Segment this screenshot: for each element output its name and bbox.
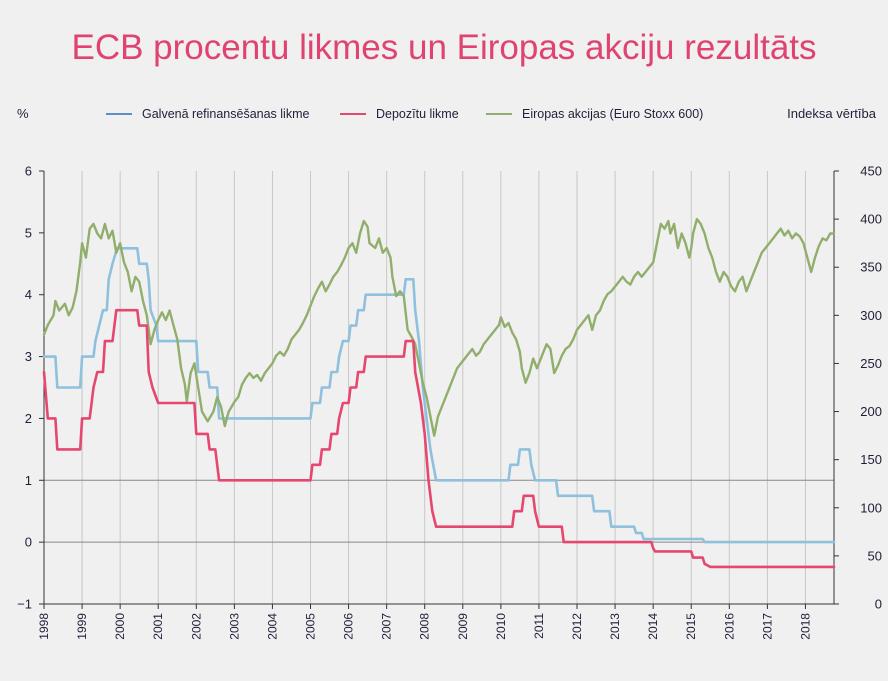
y-right-tick-label: 400 bbox=[860, 212, 882, 227]
x-tick-label: 2008 bbox=[418, 613, 432, 640]
y-right-tick-label: 100 bbox=[860, 500, 882, 515]
y-left-tick-label: 1 bbox=[25, 473, 32, 488]
y-right-tick-label: 350 bbox=[860, 260, 882, 275]
x-tick-label: 1998 bbox=[37, 613, 51, 640]
y-right-tick-label: 0 bbox=[875, 597, 882, 612]
y-left-tick-label: 3 bbox=[25, 349, 32, 364]
x-tick-label: 2005 bbox=[304, 613, 318, 640]
y-right-tick-label: 200 bbox=[860, 404, 882, 419]
x-tick-label: 2009 bbox=[456, 613, 470, 640]
y-left-tick-label: 5 bbox=[25, 225, 32, 240]
y-right-tick-label: 300 bbox=[860, 308, 882, 323]
x-tick-label: 2010 bbox=[494, 613, 508, 640]
x-tick-label: 2006 bbox=[342, 613, 356, 640]
x-tick-label: 2011 bbox=[532, 613, 546, 639]
legend-label-stoxx: Eiropas akcijas (Euro Stoxx 600) bbox=[522, 107, 704, 121]
x-tick-label: 2018 bbox=[798, 613, 812, 640]
refi-rate-line bbox=[42, 247, 836, 544]
legend-item-refi: Galvenā refinansēšanas likme bbox=[106, 106, 309, 122]
y-left-tick-label: 2 bbox=[25, 411, 32, 426]
x-tick-label: 2000 bbox=[113, 613, 127, 640]
x-tick-label: 2015 bbox=[684, 613, 698, 640]
x-tick-label: 2007 bbox=[380, 613, 394, 640]
x-tick-label: 2014 bbox=[646, 613, 660, 640]
x-tick-label: 2016 bbox=[722, 613, 736, 640]
x-tick-label: 2003 bbox=[227, 613, 241, 640]
x-tick-label: 1999 bbox=[75, 613, 89, 640]
x-tick-label: 2013 bbox=[608, 613, 622, 640]
x-tick-label: 2004 bbox=[265, 613, 279, 640]
right-axis-unit: Indeksa vērtība bbox=[787, 106, 876, 121]
y-right-tick-label: 450 bbox=[860, 164, 882, 179]
x-tick-label: 2001 bbox=[151, 613, 165, 640]
legend-swatch-deposit bbox=[340, 113, 366, 115]
chart-title: ECB procentu likmes un Eiropas akciju re… bbox=[71, 28, 817, 67]
x-tick-label: 2002 bbox=[189, 613, 203, 640]
y-right-tick-label: 150 bbox=[860, 452, 882, 467]
legend-label-refi: Galvenā refinansēšanas likme bbox=[142, 107, 310, 121]
y-right-tick-label: 50 bbox=[868, 548, 882, 563]
legend-item-stoxx: Eiropas akcijas (Euro Stoxx 600) bbox=[486, 106, 703, 122]
legend-item-deposit: Depozītu likme bbox=[340, 106, 459, 122]
stoxx-index-line bbox=[42, 217, 836, 437]
y-left-tick-label: 0 bbox=[25, 535, 32, 550]
left-axis-unit: % bbox=[17, 106, 29, 121]
y-left-tick-label: 6 bbox=[25, 164, 32, 179]
x-tick-label: 2017 bbox=[760, 613, 774, 640]
legend-label-deposit: Depozītu likme bbox=[376, 107, 459, 121]
legend-swatch-refi bbox=[106, 113, 132, 115]
y-left-tick-label: −1 bbox=[17, 597, 32, 612]
x-tick-label: 2012 bbox=[570, 613, 584, 640]
deposit-rate-line bbox=[42, 308, 836, 569]
legend-swatch-stoxx bbox=[486, 113, 512, 115]
y-right-tick-label: 250 bbox=[860, 356, 882, 371]
y-left-tick-label: 4 bbox=[25, 287, 32, 302]
